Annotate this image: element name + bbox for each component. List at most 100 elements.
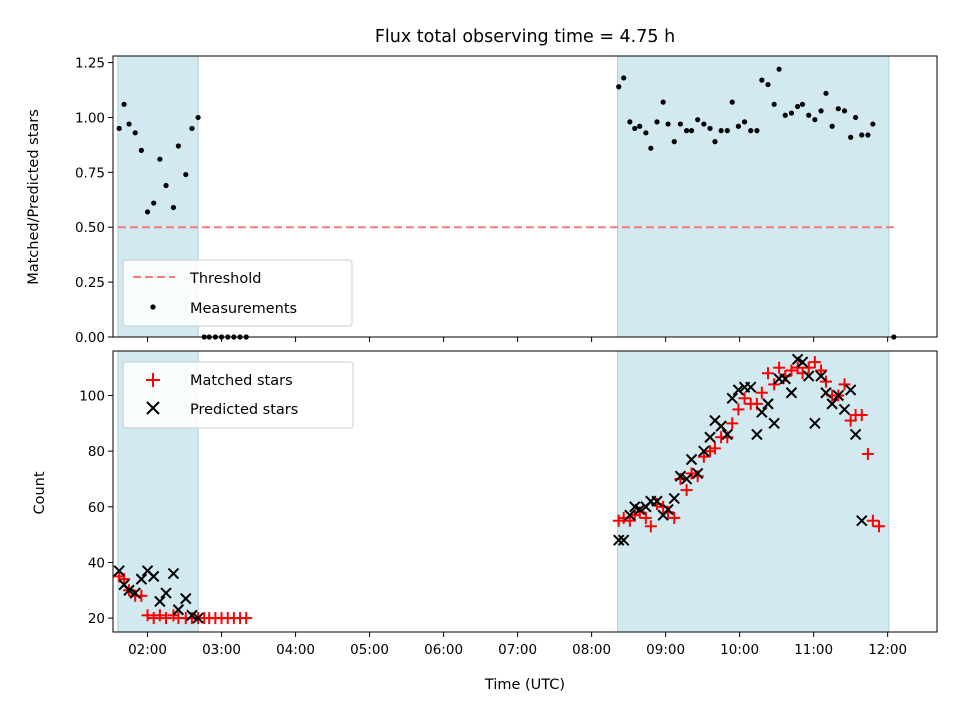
top-ytick-label: 0.50: [75, 220, 105, 236]
measurement-point: [712, 139, 718, 145]
matched-star-point: [708, 442, 721, 455]
measurement-point: [677, 121, 684, 127]
matched-star-point: [732, 403, 745, 416]
predicted-x-b: [172, 604, 185, 616]
matched-star-point: [141, 609, 154, 622]
predicted-x-b: [613, 534, 625, 546]
predicted-star-point: [698, 445, 710, 457]
matched-star-point: [680, 484, 693, 497]
matched-star-point: [785, 364, 798, 377]
predicted-x-b: [709, 414, 721, 427]
measurement-point: [835, 106, 841, 112]
predicted-x-b: [838, 403, 851, 416]
predicted-x-b: [141, 565, 154, 577]
predicted-star-point: [832, 389, 845, 402]
predicted-x-b: [668, 492, 680, 505]
predicted-star-point: [160, 587, 172, 599]
measurement-point: [144, 209, 151, 215]
measurement-point: [195, 114, 201, 121]
predicted-x-b: [815, 370, 827, 382]
predicted-x-b: [691, 467, 704, 480]
matched-star-point: [697, 450, 710, 463]
bottom-y-axis-label: Count: [32, 471, 48, 514]
predicted-star-point: [668, 492, 680, 505]
predicted-x-b: [820, 387, 832, 399]
measurement-point: [126, 121, 132, 127]
measurement-point: [121, 101, 127, 107]
count-points: [113, 353, 886, 625]
measurement-point: [707, 125, 713, 132]
measurement-point: [795, 103, 801, 110]
measurement-point: [741, 119, 748, 125]
predicted-x-b: [849, 428, 862, 441]
measurement-point: [695, 117, 701, 123]
matched-star-point: [738, 392, 751, 405]
predicted-star-point: [726, 392, 738, 405]
matched-star-point: [147, 612, 160, 625]
measurement-point: [776, 66, 782, 72]
predicted-star-point: [809, 417, 821, 430]
legend-measurements-label: Measurements: [190, 301, 297, 317]
predicted-star-point: [820, 387, 832, 399]
predicted-star-point: [849, 428, 862, 441]
measurement-point: [671, 139, 677, 145]
bottom-ytick-label: 100: [79, 389, 105, 405]
predicted-x-b: [180, 592, 192, 605]
predicted-star-point: [745, 381, 757, 393]
predicted-x-b: [832, 389, 845, 402]
legend-matched-swatch: [146, 373, 160, 387]
predicted-x-b: [751, 428, 763, 441]
measurement-point: [788, 110, 795, 116]
predicted-x-b: [192, 612, 204, 624]
measurement-point: [637, 123, 643, 129]
matched-star-point: [668, 511, 681, 524]
predicted-star-point: [715, 420, 727, 432]
predicted-x-b: [726, 392, 738, 405]
bottom-xtick-label: 10:00: [720, 642, 759, 658]
measurement-point: [654, 119, 660, 125]
predicted-star-point: [154, 595, 166, 608]
predicted-star-point: [186, 609, 198, 622]
predicted-x-b: [785, 387, 798, 399]
predicted-star-point: [704, 431, 716, 443]
predicted-x-b: [826, 398, 838, 410]
legend-threshold-label: Threshold: [189, 271, 261, 287]
bottom-xtick-label: 11:00: [794, 642, 833, 658]
predicted-x-b: [796, 356, 809, 368]
bottom-xtick-label: 02:00: [128, 642, 167, 658]
measurement-point: [183, 171, 189, 178]
measurement-point: [829, 123, 835, 129]
matched-star-point: [762, 367, 775, 380]
top-x-ticks: [147, 337, 889, 342]
measurement-point: [170, 204, 177, 211]
bottom-observing-windows: [117, 350, 890, 633]
measurement-point: [765, 81, 771, 88]
top-y-axis-label: Matched/Predicted stars: [26, 109, 42, 285]
predicted-star-point: [815, 370, 827, 382]
predicted-star-point: [779, 373, 791, 385]
top-axes-frame: [112, 55, 938, 338]
matched-star-point: [726, 417, 739, 430]
matched-star-point: [773, 361, 786, 374]
bottom-xtick-label: 08:00: [572, 642, 611, 658]
measurement-point: [632, 125, 638, 132]
bottom-xtick-label: 04:00: [276, 642, 315, 658]
top-ytick-label: 0.75: [75, 165, 105, 181]
matched-star-point: [815, 364, 828, 377]
legend-measurements-swatch: [150, 304, 156, 310]
top-legend: Threshold Measurements: [122, 259, 353, 327]
predicted-x-b: [186, 609, 198, 622]
bottom-ytick-label: 20: [88, 611, 105, 627]
predicted-star-point: [785, 387, 798, 399]
measurement-point: [621, 75, 627, 81]
matched-star-point: [639, 511, 652, 524]
matched-star-point: [873, 520, 886, 533]
matched-star-point: [866, 514, 879, 527]
predicted-star-point: [762, 398, 774, 410]
predicted-x-b: [651, 495, 663, 507]
predicted-x-b: [624, 509, 636, 521]
predicted-star-point: [192, 612, 204, 624]
predicted-x-b: [803, 370, 815, 382]
bottom-xtick-label: 06:00: [424, 642, 463, 658]
